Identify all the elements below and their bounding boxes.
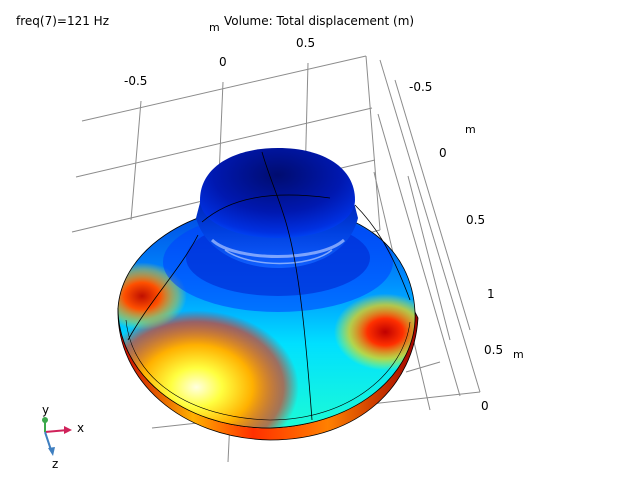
right-axis-tick: 0.5 (466, 213, 485, 227)
top-axis: m -0.5 0 0.5 (124, 21, 315, 88)
triad-x-label: x (77, 421, 84, 435)
triad-z-arrow (48, 447, 55, 456)
top-axis-tick: -0.5 (124, 74, 147, 88)
plot-title: Volume: Total displacement (m) (224, 14, 415, 28)
top-axis-tick: 0.5 (296, 36, 315, 50)
top-axis-tick: 0 (219, 55, 227, 69)
triad-y-label: y (42, 403, 49, 417)
depth-axis: 0.5 m 0 (481, 343, 524, 413)
depth-axis-tick: 0.5 (484, 343, 503, 357)
mesh-seams (127, 151, 411, 421)
orientation-triad: x y z (42, 403, 84, 471)
triad-z-axis (44, 431, 52, 451)
frequency-label: freq(7)=121 Hz (16, 14, 109, 28)
depth-axis-tick: 0 (481, 399, 489, 413)
triad-x-arrow (64, 426, 72, 434)
right-axis-tick: -0.5 (409, 80, 432, 94)
right-axis: -0.5 m 0 0.5 1 (409, 80, 495, 301)
right-axis-unit: m (465, 123, 476, 136)
right-axis-tick: 0 (439, 146, 447, 160)
top-axis-unit: m (209, 21, 220, 34)
right-axis-tick: 1 (487, 287, 495, 301)
triad-z-label: z (52, 457, 58, 471)
triad-y-arrow (42, 417, 48, 423)
depth-axis-unit: m (513, 348, 524, 361)
dome-cap (200, 148, 355, 238)
